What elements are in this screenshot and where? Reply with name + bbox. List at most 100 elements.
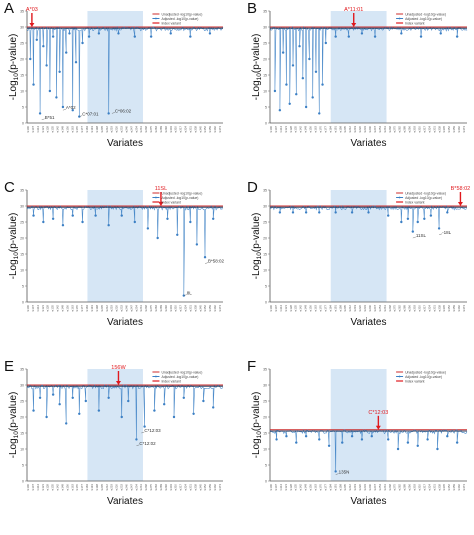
- annotation-label: 11SL: [416, 233, 427, 238]
- index-label: B*58:02: [451, 186, 471, 192]
- x-tick-label: rs317: [179, 126, 183, 133]
- data-point: [172, 415, 176, 419]
- x-tick-label: rs212: [348, 484, 352, 491]
- x-tick-label: rs247: [129, 305, 133, 312]
- y-axis-label-main: -Log: [8, 438, 19, 458]
- x-tick-label: rs338: [437, 305, 441, 312]
- x-tick-label: rs198: [338, 126, 342, 133]
- index-arrow-head: [158, 202, 164, 206]
- shaded-region: [87, 369, 143, 481]
- data-point: [298, 45, 301, 48]
- x-tick-label: rs261: [139, 305, 143, 312]
- shaded-region: [330, 369, 387, 481]
- panel-letter: E: [4, 358, 14, 375]
- data-point: [68, 32, 71, 35]
- data-point: [81, 220, 84, 224]
- y-axis-label-subscript: 10: [13, 252, 20, 260]
- x-tick-label: rs170: [75, 126, 79, 133]
- data-point: [360, 438, 364, 441]
- x-tick-label: rs128: [46, 305, 50, 312]
- data-point: [35, 38, 38, 41]
- y-axis-label-tail: (p-value): [8, 213, 19, 252]
- data-point: [156, 236, 159, 240]
- x-tick-label: rs352: [203, 305, 207, 312]
- x-tick-label: rs191: [333, 305, 337, 312]
- x-tick-label: rs149: [304, 305, 308, 312]
- x-tick-label: rs156: [65, 484, 69, 491]
- y-tick-label: 30: [20, 26, 24, 30]
- x-tick-label: rs331: [432, 126, 436, 133]
- x-tick-label: rs310: [174, 126, 178, 133]
- x-tick-label: rs366: [213, 126, 217, 133]
- x-tick-label: rs135: [294, 126, 298, 133]
- data-point: [61, 224, 65, 227]
- x-tick-label: rs191: [333, 484, 337, 491]
- data-point: [176, 233, 179, 236]
- x-tick-label: rs121: [41, 126, 45, 133]
- y-axis-label: -Log10(p-value): [8, 34, 20, 101]
- x-tick-label: rs163: [314, 305, 318, 312]
- legend: Unadjusted -log10(p-value)Adjusted -log1…: [152, 370, 202, 383]
- x-tick-label: rs170: [75, 305, 79, 312]
- data-point: [192, 412, 195, 415]
- y-tick-label: 35: [263, 10, 267, 14]
- legend: Unadjusted -log10(p-value)Adjusted -log1…: [396, 12, 446, 25]
- data-point: [400, 32, 403, 35]
- data-point: [135, 438, 138, 441]
- series-adjusted-line: [26, 384, 224, 440]
- x-tick-label: rs303: [169, 484, 173, 491]
- data-point: [423, 217, 426, 220]
- x-tick-label: rs268: [144, 126, 148, 133]
- x-tick-label: rs233: [363, 484, 367, 491]
- y-tick-label: 25: [20, 400, 24, 404]
- data-point: [32, 83, 35, 86]
- data-point: [318, 211, 321, 214]
- data-point: [350, 435, 354, 438]
- x-tick-label: rs352: [447, 126, 451, 133]
- x-tick-label: rs247: [129, 484, 133, 491]
- x-tick-label: rs268: [388, 305, 392, 312]
- y-axis-label-main: -Log: [251, 80, 262, 100]
- x-tick-label: rs135: [294, 484, 298, 491]
- data-point: [189, 35, 192, 38]
- x-tick-label: rs373: [218, 126, 222, 133]
- x-tick-label: rs184: [328, 305, 332, 312]
- data-point: [334, 211, 337, 214]
- x-tick-label: rs359: [208, 305, 212, 312]
- x-tick-label: rs254: [134, 305, 138, 312]
- data-point: [71, 214, 74, 217]
- legend-label-unadjusted: Unadjusted -log10(p-value): [405, 370, 446, 374]
- data-point: [182, 396, 185, 399]
- y-tick-label: 5: [265, 464, 267, 468]
- data-point: [169, 32, 172, 35]
- x-tick-label: rs163: [70, 126, 74, 133]
- y-tick-label: 20: [263, 58, 267, 62]
- x-tick-label: rs331: [188, 305, 192, 312]
- y-tick-label: 10: [263, 269, 267, 273]
- data-point: [202, 399, 205, 403]
- x-tick-label: rs324: [184, 484, 188, 491]
- x-tick-label: rs282: [398, 484, 402, 491]
- x-tick-label: rs359: [452, 305, 456, 312]
- x-tick-label: rs156: [65, 126, 69, 133]
- x-tick-label: rs184: [85, 484, 89, 491]
- x-tick-label: rs345: [198, 126, 202, 133]
- legend-label-unadjusted: Unadjusted -log10(p-value): [161, 191, 202, 195]
- series-adjusted-line: [269, 204, 468, 232]
- data-point: [446, 435, 449, 438]
- x-tick-label: rs107: [31, 126, 35, 133]
- y-tick-label: 35: [20, 189, 24, 193]
- y-tick-label: 0: [22, 122, 24, 126]
- y-axis-label: -Log10(p-value): [8, 392, 20, 459]
- data-point: [288, 102, 291, 106]
- x-tick-label: rs338: [437, 126, 441, 133]
- data-point: [295, 441, 298, 444]
- data-point: [81, 41, 84, 45]
- x-axis-label: Variates: [351, 317, 387, 328]
- x-tick-label: rs121: [41, 305, 45, 312]
- x-tick-label: rs212: [105, 126, 109, 133]
- annotation-label: -18L: [442, 230, 452, 235]
- x-tick-label: rs121: [284, 126, 288, 133]
- y-axis-label: -Log10(p-value): [8, 213, 20, 280]
